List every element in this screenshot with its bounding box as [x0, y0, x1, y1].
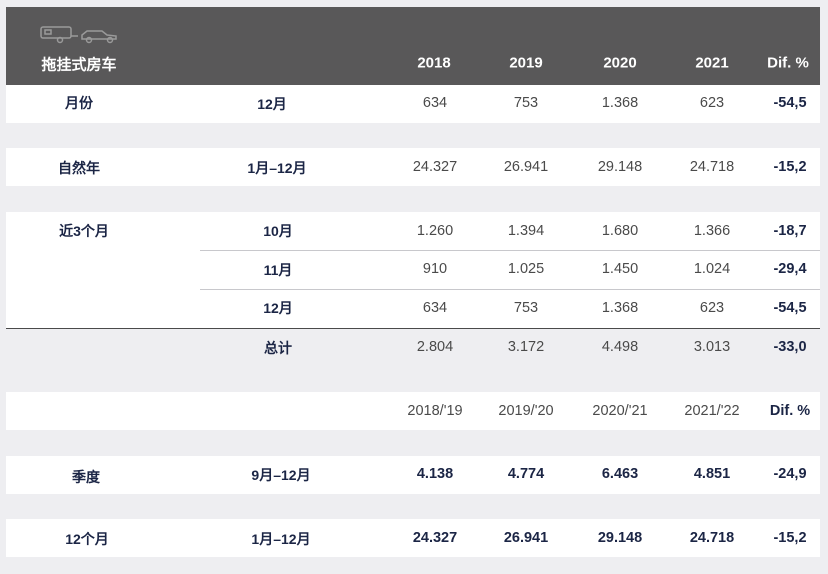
row-period: 1月–12月	[251, 531, 311, 547]
cell-value: 1.394	[507, 223, 545, 239]
cell-value: 1.680	[601, 223, 639, 239]
cell-dif: -29,4	[773, 261, 807, 277]
cell-value: 24.718	[689, 530, 735, 546]
cell-dif: -24,9	[773, 466, 807, 482]
cell-dif: -18,7	[773, 223, 807, 239]
cell-value: 26.941	[503, 159, 549, 175]
cell-value: 3.172	[507, 339, 545, 355]
row-label-12-months: 12个月	[65, 531, 109, 547]
cell-dif: -33,0	[773, 339, 807, 355]
cell-value: 29.148	[597, 530, 643, 546]
row-label-calendar-year: 自然年	[58, 160, 100, 176]
cell-value: 6.463	[601, 466, 639, 482]
cell-dif: -54,5	[773, 95, 807, 111]
dif-header: Dif. %	[767, 54, 809, 72]
cell-value: 2.804	[416, 339, 454, 355]
year-header-2021: 2021	[695, 54, 729, 72]
year-header-2020: 2020	[603, 54, 637, 72]
cell-value: 1.368	[601, 95, 639, 111]
table-row-12-months	[6, 519, 820, 557]
cell-value: 24.327	[412, 159, 458, 175]
cell-value: 753	[513, 300, 539, 316]
cell-value: 4.851	[693, 466, 731, 482]
row-divider	[200, 289, 820, 290]
cell-dif: -54,5	[773, 300, 807, 316]
row-period: 11月	[263, 262, 293, 278]
cell-value: 29.148	[597, 159, 643, 175]
cell-value: 3.013	[693, 339, 731, 355]
cell-value: 26.941	[503, 530, 549, 546]
season-header-year: 2019/'20	[498, 403, 554, 419]
cell-value: 1.260	[416, 223, 454, 239]
vehicle-icons	[40, 26, 117, 44]
cell-value: 4.138	[416, 466, 454, 482]
cell-value: 4.498	[601, 339, 639, 355]
cell-value: 24.327	[412, 530, 458, 546]
row-period: 9月–12月	[251, 467, 311, 483]
cell-value: 634	[422, 300, 448, 316]
cell-value: 1.366	[693, 223, 731, 239]
table-row-quarter	[6, 456, 820, 494]
row-period: 12月	[257, 96, 287, 112]
row-label-quarter: 季度	[72, 469, 100, 485]
caravan-icon	[40, 26, 78, 44]
season-header-row	[6, 392, 820, 430]
cell-value: 1.024	[693, 261, 731, 277]
cell-dif: -15,2	[773, 530, 807, 546]
cell-value: 753	[513, 95, 539, 111]
season-header-year: 2020/'21	[592, 403, 648, 419]
total-divider	[6, 328, 820, 329]
table-row-month	[6, 85, 820, 123]
cell-value: 1.368	[601, 300, 639, 316]
cell-value: 910	[422, 261, 448, 277]
row-label-last-3-months: 近3个月	[59, 223, 109, 239]
cell-value: 4.774	[507, 466, 545, 482]
cell-dif: -15,2	[773, 159, 807, 175]
row-period: 12月	[263, 300, 293, 316]
season-header-year: 2018/'19	[407, 403, 463, 419]
table-block-last-3-months	[6, 212, 820, 328]
cell-value: 1.450	[601, 261, 639, 277]
cell-value: 24.718	[689, 159, 735, 175]
season-dif-header: Dif. %	[769, 403, 811, 419]
year-header-2019: 2019	[509, 54, 543, 72]
cell-value: 634	[422, 95, 448, 111]
cell-value: 623	[699, 300, 725, 316]
cell-value: 623	[699, 95, 725, 111]
cell-value: 1.025	[507, 261, 545, 277]
table-header	[6, 7, 820, 85]
category-title: 拖挂式房车	[41, 56, 117, 74]
car-icon	[81, 30, 117, 44]
table-row-calendar-year	[6, 148, 820, 186]
row-label-month: 月份	[65, 95, 93, 111]
year-header-2018: 2018	[417, 54, 451, 72]
season-header-year: 2021/'22	[684, 403, 740, 419]
row-period: 1月–12月	[247, 160, 307, 176]
row-period: 10月	[263, 223, 293, 239]
row-total-label: 总计	[264, 340, 292, 356]
row-divider	[200, 250, 820, 251]
